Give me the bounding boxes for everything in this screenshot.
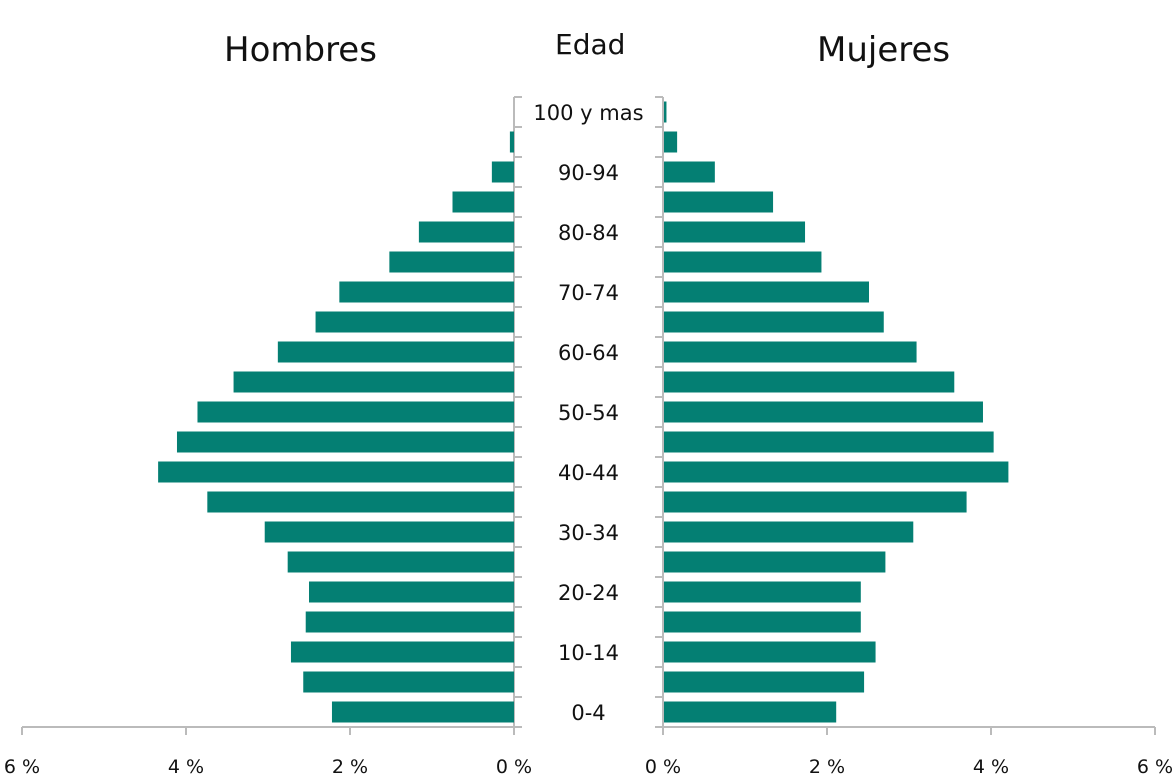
bar-hombres-10-14 <box>290 641 514 663</box>
left-x-tick-label: 0 % <box>496 756 532 778</box>
right-panel-title: Mujeres <box>817 30 951 70</box>
bar-hombres-30-34 <box>264 521 514 543</box>
bar-hombres-20-24 <box>309 581 514 603</box>
bar-hombres-5-9 <box>303 671 514 693</box>
bar-hombres-65-69 <box>315 311 514 333</box>
bar-mujeres-90-94 <box>664 161 715 183</box>
bar-mujeres-20-24 <box>664 581 861 603</box>
age-group-label: 100 y mas <box>533 101 643 125</box>
bar-mujeres-10-14 <box>664 641 876 663</box>
left-x-tick-label: 2 % <box>332 756 368 778</box>
age-group-label: 50-54 <box>558 401 619 425</box>
bar-hombres-40-44 <box>158 461 514 483</box>
bar-mujeres-40-44 <box>664 461 1009 483</box>
bar-mujeres-0-4 <box>664 701 837 723</box>
center-axis-title: Edad <box>555 28 626 61</box>
right-x-tick-label: 2 % <box>809 756 845 778</box>
bar-mujeres-95-99 <box>664 131 678 153</box>
bar-hombres-15-19 <box>305 611 514 633</box>
bar-mujeres-15-19 <box>664 611 861 633</box>
bar-mujeres-70-74 <box>664 281 869 303</box>
bar-mujeres-60-64 <box>664 341 917 363</box>
bar-mujeres-80-84 <box>664 221 806 243</box>
bar-mujeres-85-89 <box>664 191 774 213</box>
age-group-label: 40-44 <box>558 461 619 485</box>
bar-mujeres-30-34 <box>664 521 914 543</box>
right-x-tick-label: 0 % <box>645 756 681 778</box>
bar-hombres-90-94 <box>491 161 514 183</box>
bar-hombres-95-99 <box>509 131 514 153</box>
bar-mujeres-5-9 <box>664 671 865 693</box>
bar-mujeres-55-59 <box>664 371 955 393</box>
bar-hombres-45-49 <box>176 431 515 453</box>
bar-hombres-85-89 <box>452 191 514 213</box>
bar-hombres-55-59 <box>233 371 514 393</box>
bar-hombres-0-4 <box>331 701 514 723</box>
bar-mujeres-45-49 <box>664 431 994 453</box>
bar-hombres-80-84 <box>418 221 514 243</box>
bar-mujeres-65-69 <box>664 311 884 333</box>
age-group-label: 90-94 <box>558 161 619 185</box>
bar-hombres-60-64 <box>277 341 514 363</box>
left-panel-title: Hombres <box>224 30 377 70</box>
left-x-tick-label: 4 % <box>168 756 204 778</box>
bar-mujeres-75-79 <box>664 251 822 273</box>
left-x-tick-label: 6 % <box>4 756 40 778</box>
bar-hombres-50-54 <box>197 401 515 423</box>
right-x-tick-label: 4 % <box>973 756 1009 778</box>
bar-hombres-35-39 <box>207 491 514 513</box>
bar-hombres-75-79 <box>389 251 514 273</box>
bar-hombres-70-74 <box>339 281 514 303</box>
bar-mujeres-100-y-mas <box>664 101 667 123</box>
age-group-label: 30-34 <box>558 521 619 545</box>
age-group-label: 60-64 <box>558 341 619 365</box>
right-x-tick-label: 6 % <box>1137 756 1173 778</box>
age-group-label: 10-14 <box>558 641 619 665</box>
age-group-label: 0-4 <box>571 701 605 725</box>
bar-mujeres-25-29 <box>664 551 886 573</box>
bar-mujeres-35-39 <box>664 491 967 513</box>
age-group-label: 80-84 <box>558 221 619 245</box>
age-group-label: 20-24 <box>558 581 619 605</box>
bar-hombres-25-29 <box>287 551 514 573</box>
age-group-label: 70-74 <box>558 281 619 305</box>
bar-mujeres-50-54 <box>664 401 983 423</box>
